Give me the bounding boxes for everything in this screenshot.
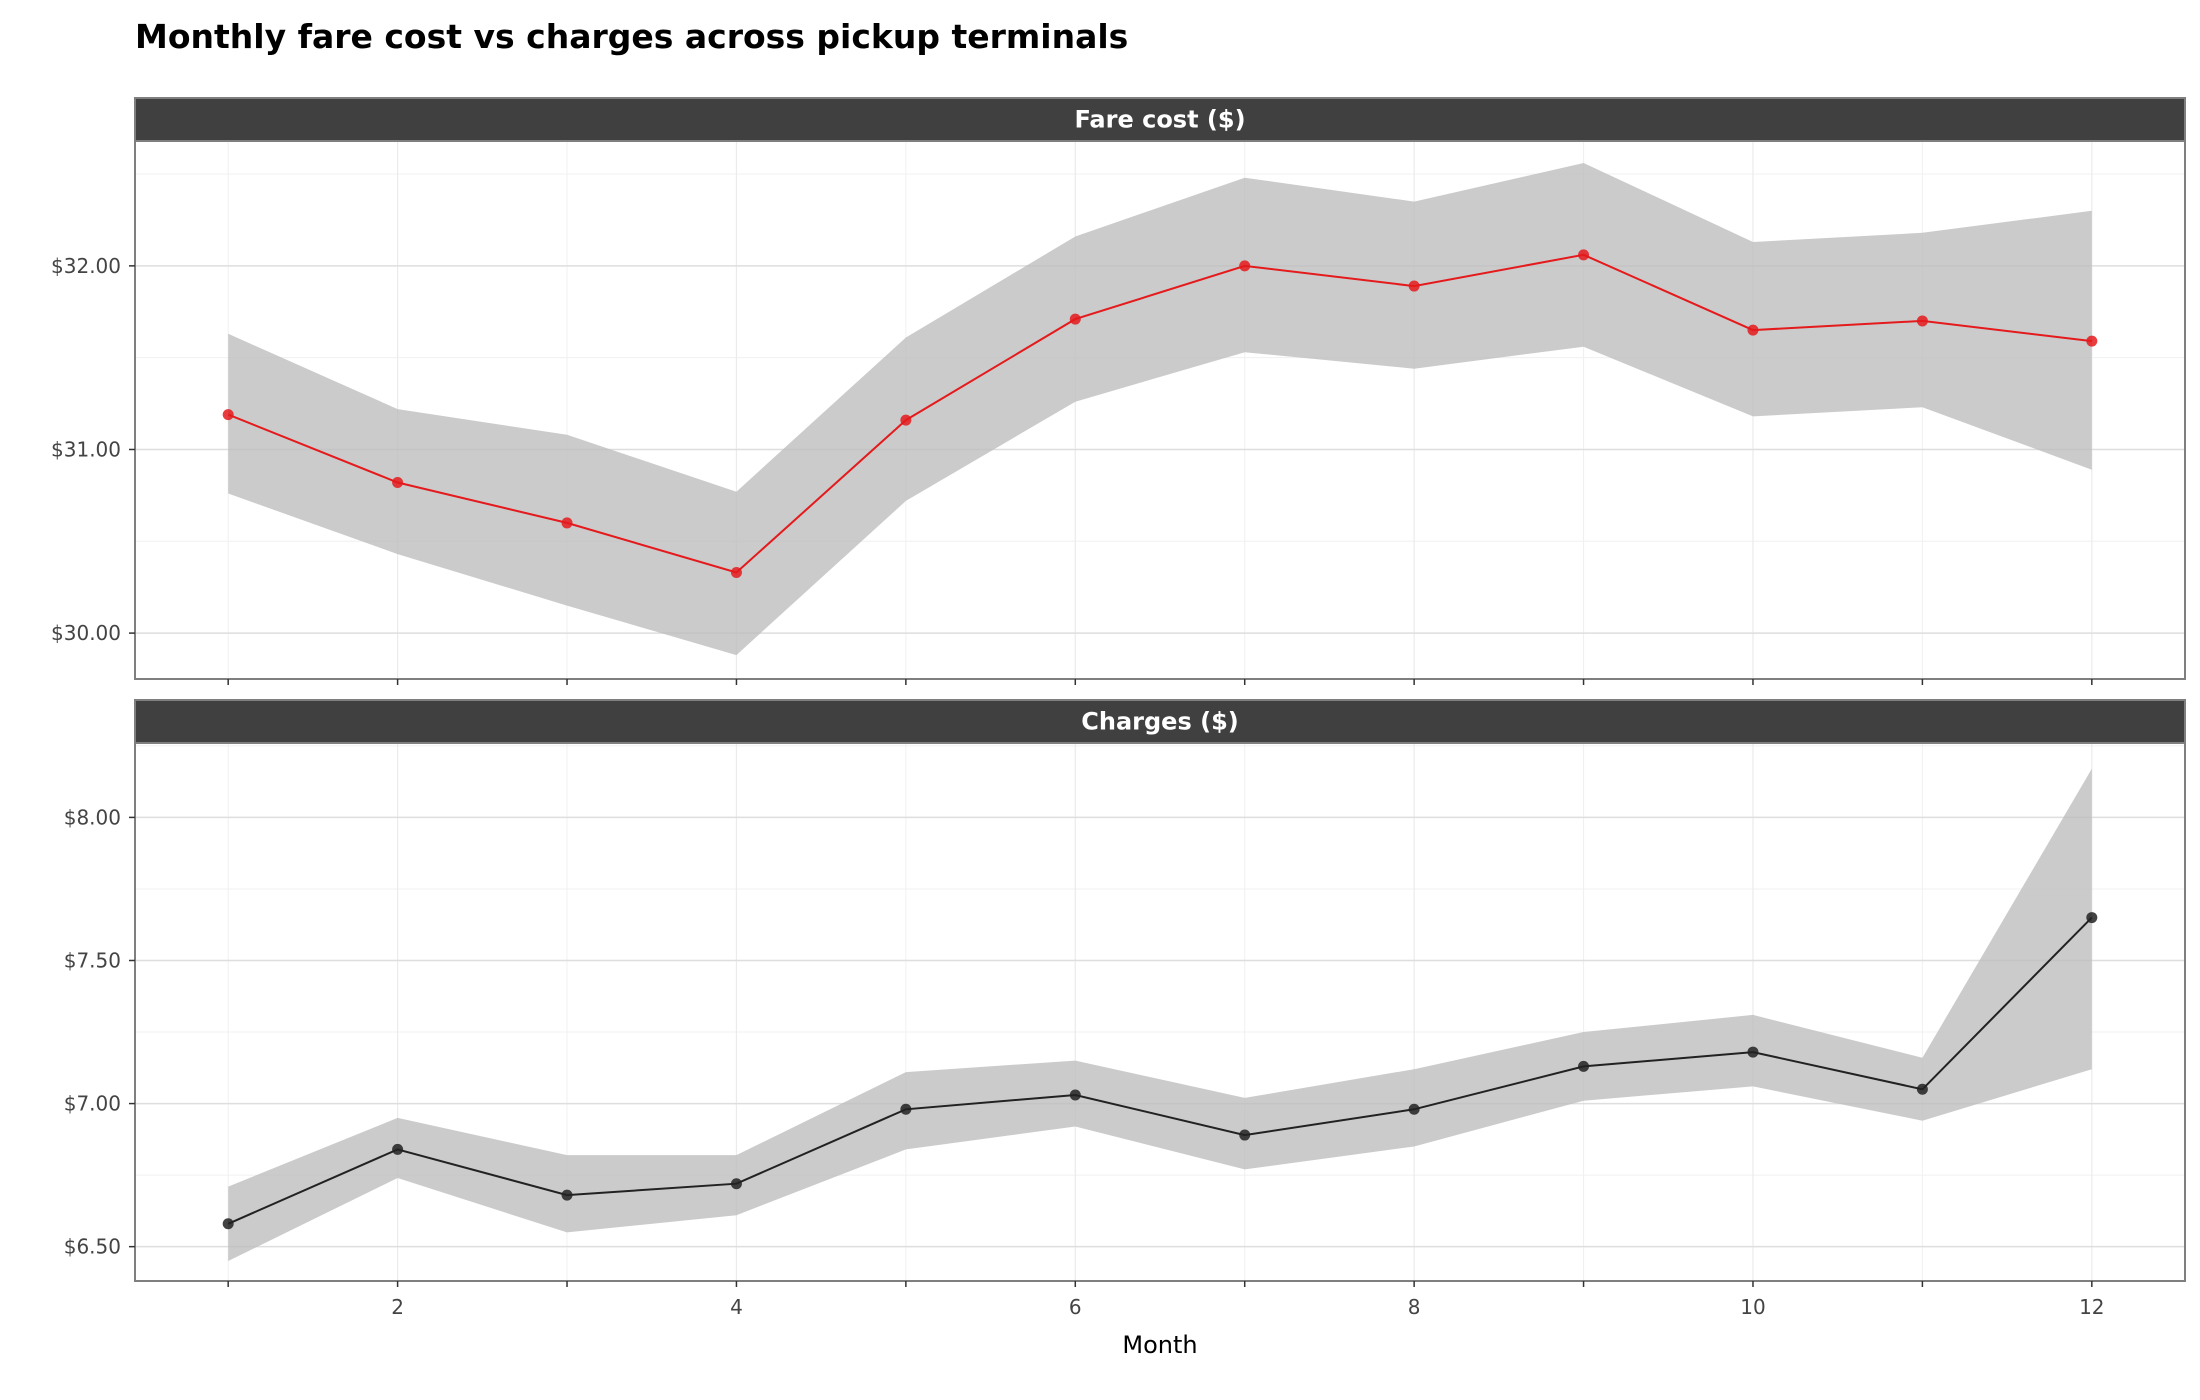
x-tick-label: 12 [2079,1295,2104,1319]
data-point [2086,335,2098,347]
data-point [1408,280,1420,292]
data-point [1069,313,1081,325]
confidence-band [228,163,2092,656]
panel-background [135,743,2185,1281]
x-axis: 2 4 6 8 10 12 [391,1295,2104,1319]
series-line [227,253,2092,574]
facet-strip [134,97,2186,142]
data-point [1069,1089,1081,1101]
data-point [730,1178,742,1190]
data-point [1916,1083,1928,1095]
data-point [1578,1060,1590,1072]
x-axis-label: Month [1122,1331,1197,1359]
data-point [222,1218,234,1230]
series-line [227,916,2093,1225]
data-point [222,409,234,421]
y-tick-label: $7.50 [64,948,121,972]
data-point [1747,324,1759,336]
data-point [1239,1129,1251,1141]
x-tick-label: 8 [1408,1295,1421,1319]
facet-strip-label: Charges ($) [1081,708,1238,736]
data-point [392,477,404,489]
y-tick-label: $31.00 [51,437,121,461]
data-point [1578,249,1590,261]
facet-panel-2: Charges ($) $6.50 $7.00 $7.50 $8.00 [64,699,2186,1287]
y-tick-label: $7.00 [64,1092,121,1116]
x-tick-label: 10 [1740,1295,1765,1319]
x-tick-label: 2 [391,1295,404,1319]
y-tick-label: $32.00 [51,254,121,278]
data-point [730,567,742,579]
data-point [1408,1103,1420,1115]
y-tick-label: $30.00 [51,621,121,645]
chart-title: Monthly fare cost vs charges across pick… [135,17,1128,56]
data-point [1239,260,1251,272]
data-point [1916,315,1928,327]
data-point [392,1143,404,1155]
data-point [561,1189,573,1201]
data-point [900,414,912,426]
facet-panels: Fare cost ($) $30.00 $31.00 $32.00 Charges (… [51,97,2186,1287]
data-point [1747,1046,1759,1058]
y-tick-label: $6.50 [64,1235,121,1259]
facet-panel-1: Fare cost ($) $30.00 $31.00 $32.00 [51,97,2186,685]
data-point [561,517,573,529]
data-point [2086,912,2098,924]
data-point [900,1103,912,1115]
y-tick-label: $8.00 [64,805,121,829]
facet-strip [134,699,2186,744]
x-tick-label: 4 [730,1295,743,1319]
x-tick-label: 6 [1069,1295,1082,1319]
facet-strip-label: Fare cost ($) [1074,106,1245,134]
